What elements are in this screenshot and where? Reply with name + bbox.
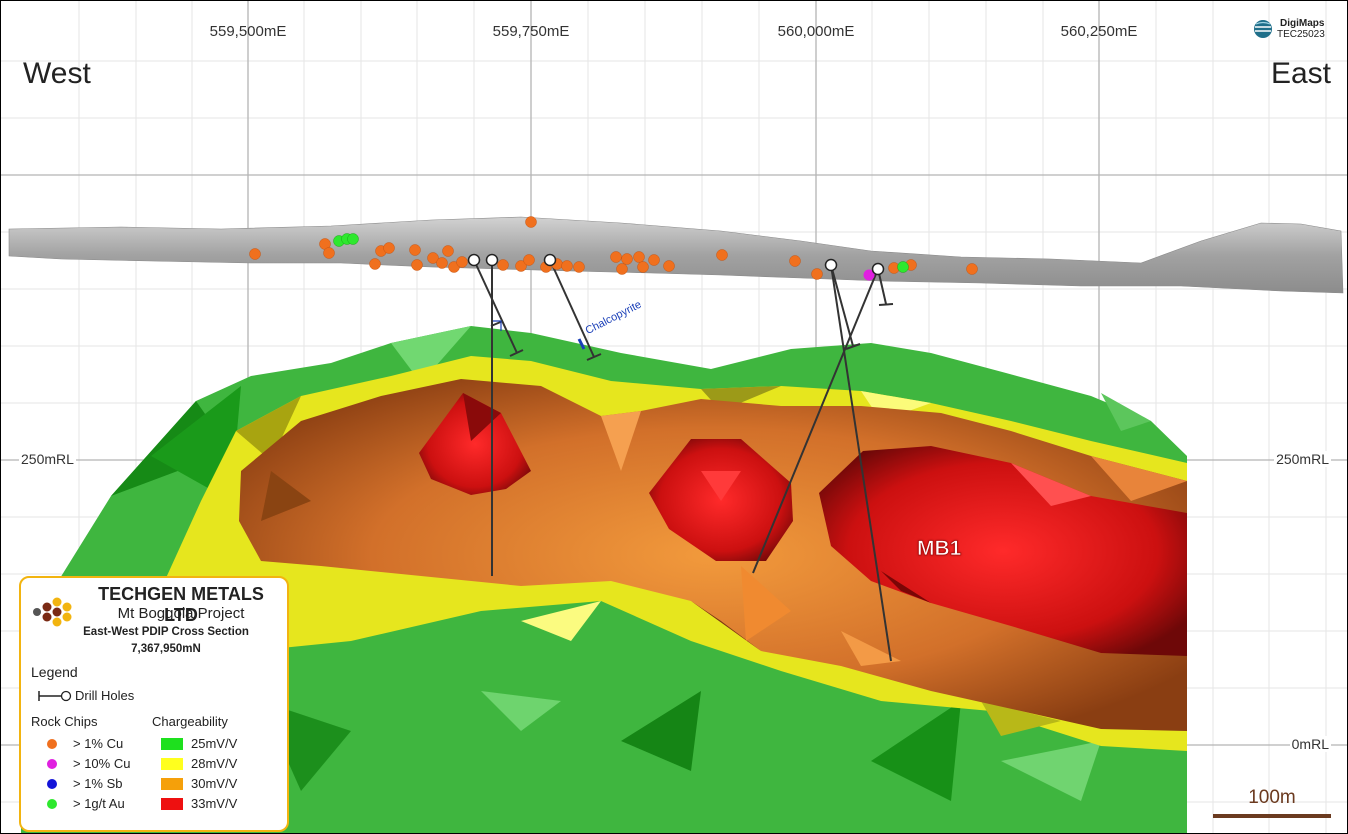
chalcopyrite-interval bbox=[577, 338, 586, 350]
orange-dot-icon bbox=[47, 739, 57, 749]
green-dot-icon bbox=[47, 799, 57, 809]
color-swatch bbox=[161, 738, 183, 750]
chalcopyrite-bracket bbox=[493, 320, 502, 331]
rl-label-0-right: 0mRL bbox=[1289, 736, 1331, 752]
orange-facets bbox=[261, 411, 1187, 666]
brand-name: DigiMaps bbox=[1280, 18, 1325, 29]
easting-label: 560,000mE bbox=[777, 23, 855, 40]
rock-chips-title: Rock Chips bbox=[31, 714, 98, 729]
scale-bar-label: 100m bbox=[1248, 787, 1296, 808]
drill-hole-end-ticks bbox=[490, 303, 894, 361]
scale-bar-line bbox=[1213, 814, 1331, 818]
drill-hole-collars bbox=[467, 253, 885, 276]
color-swatch bbox=[161, 798, 183, 810]
rl-label-250-left: 250mRL bbox=[19, 451, 76, 467]
legend-title: Legend bbox=[31, 664, 78, 680]
globe-icon bbox=[1254, 20, 1272, 38]
scale-bar: 100m bbox=[1213, 787, 1331, 819]
drill-hole-icon bbox=[38, 690, 72, 702]
blue-dot-icon bbox=[47, 779, 57, 789]
magenta-dot-icon bbox=[47, 759, 57, 769]
red-facets bbox=[463, 393, 1091, 603]
easting-label: 559,500mE bbox=[209, 23, 287, 40]
map-reference: TEC25023 bbox=[1277, 29, 1325, 40]
drill-hole-traces bbox=[473, 259, 892, 662]
chargeability-shell-33-east bbox=[819, 446, 1187, 656]
rl-label-250-right: 250mRL bbox=[1274, 451, 1331, 467]
easting-label: 559,750mE bbox=[492, 23, 570, 40]
rock-chips-au bbox=[333, 233, 909, 273]
digimaps-brand: DigiMaps TEC25023 bbox=[1253, 17, 1339, 43]
company-name: TECHGEN METALS LTD bbox=[98, 584, 264, 625]
section-title: East-West PDIP Cross Section bbox=[83, 626, 249, 638]
chargeability-shell-33-west bbox=[419, 393, 531, 495]
orebody-label: MB1 bbox=[917, 537, 962, 561]
direction-west-label: West bbox=[23, 57, 91, 90]
color-swatch bbox=[161, 758, 183, 770]
yellow-facets bbox=[236, 386, 1061, 736]
techgen-logo-icon bbox=[33, 597, 72, 627]
terrain-surface bbox=[8, 216, 1344, 294]
legend-panel: TECHGEN METALS LTD Mt Boggola Project Ea… bbox=[19, 576, 289, 832]
rock-chip-high-cu bbox=[863, 269, 875, 281]
project-name: Mt Boggola Project bbox=[117, 605, 245, 622]
direction-east-label: East bbox=[1270, 57, 1331, 90]
easting-label: 560,250mE bbox=[1060, 23, 1138, 40]
color-swatch bbox=[161, 778, 183, 790]
section-northing: 7,367,950mN bbox=[131, 643, 201, 655]
chargeability-title: Chargeability bbox=[152, 714, 228, 729]
drill-holes-label: Drill Holes bbox=[75, 688, 135, 703]
